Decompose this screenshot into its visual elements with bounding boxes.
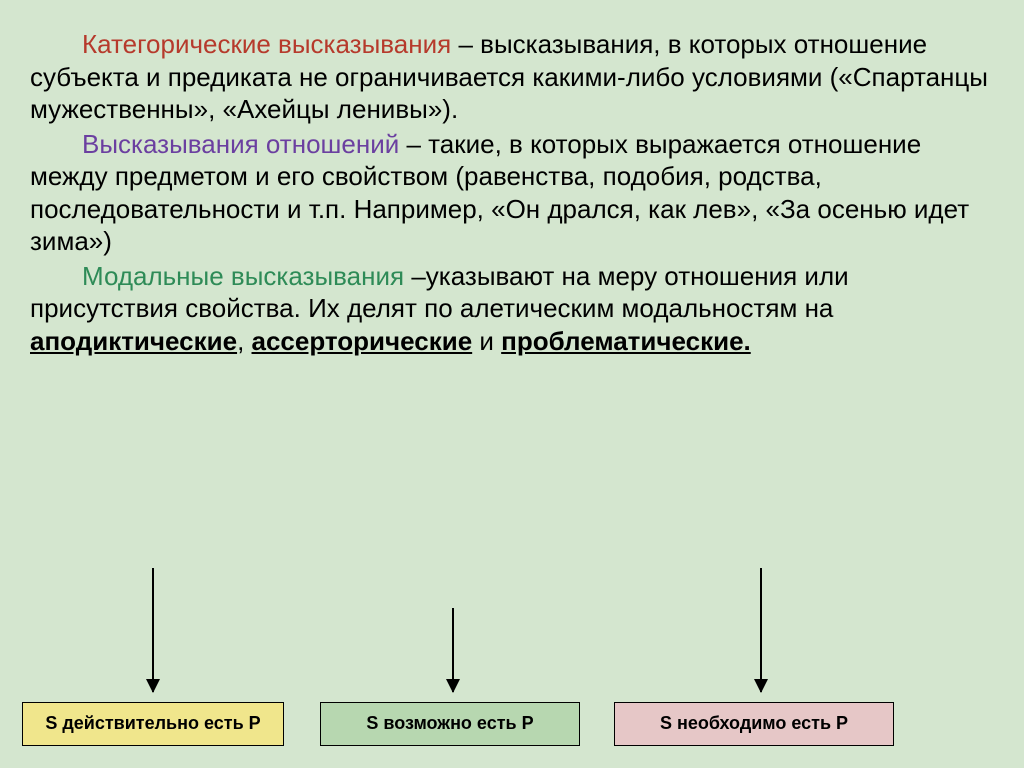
term-modal: Модальные высказывания	[82, 261, 404, 291]
and: и	[472, 326, 501, 356]
term-categorical: Категорические высказывания	[82, 29, 451, 59]
comma: ,	[237, 326, 251, 356]
arrow-2	[452, 608, 454, 692]
modality-box-2: S возможно есть P	[320, 702, 580, 746]
arrow-3	[760, 568, 762, 692]
boxes-layer: S действительно есть P S возможно есть P S…	[0, 702, 1024, 752]
term-relational: Высказывания отношений	[82, 129, 399, 159]
paragraph-modal: Модальные высказывания –указывают на мер…	[30, 260, 994, 358]
term-problematic: проблематические.	[501, 326, 751, 356]
arrow-1	[152, 568, 154, 692]
paragraph-categorical: Категорические высказывания – высказыван…	[30, 28, 994, 126]
slide-content: Категорические высказывания – высказыван…	[0, 0, 1024, 357]
arrows-layer	[0, 568, 1024, 698]
modality-box-1: S действительно есть P	[22, 702, 284, 746]
term-assertoric: ассерторические	[252, 326, 473, 356]
term-apodictic: аподиктические	[30, 326, 237, 356]
modality-box-3: S необходимо есть P	[614, 702, 894, 746]
paragraph-relational: Высказывания отношений – такие, в которы…	[30, 128, 994, 258]
